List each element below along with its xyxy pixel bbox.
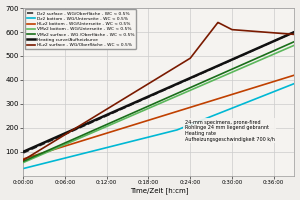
Heating curve/Aufheizkurve — [285, 34, 288, 37]
Dz2 bottom - WG/Unterseite - WC < 0.5% — [21, 167, 25, 170]
VMz2 surface - WG /Oberfläche - WC < 0.5% — [35, 154, 39, 156]
HLz2 surface - WG/Oberfläche - WC < 0.5% — [146, 83, 150, 85]
HLz2 surface - WG/Oberfläche - WC < 0.5% — [153, 79, 157, 81]
VMz2 surface - WG /Oberfläche - WC < 0.5% — [146, 105, 150, 108]
VMz2 bottom - WG/Unterseite - WC < 0.5% — [153, 104, 157, 107]
HLz2 surface - WG/Oberfläche - WC < 0.5% — [235, 29, 239, 31]
Dz2 surface - WG/Oberfläche - WC < 0.5% — [292, 31, 296, 33]
Heating curve/Aufheizkurve — [235, 56, 238, 59]
HLz2 surface - WG/Oberfläche - WC < 0.5% — [21, 159, 25, 161]
Line: VMz2 surface - WG /Oberfläche - WC < 0.5%: VMz2 surface - WG /Oberfläche - WC < 0.5… — [23, 42, 294, 161]
HLz2 surface - WG/Oberfläche - WC < 0.5% — [292, 33, 296, 36]
HLz2 bottom - WG/Unterseite - WC < 0.5% — [146, 119, 150, 122]
HLz2 surface - WG/Oberfläche - WC < 0.5% — [216, 21, 220, 24]
Line: Heating curve/Aufheizkurve: Heating curve/Aufheizkurve — [23, 32, 294, 152]
VMz2 surface - WG /Oberfläche - WC < 0.5% — [292, 40, 296, 43]
Line: HLz2 surface - WG/Oberfläche - WC < 0.5%: HLz2 surface - WG/Oberfläche - WC < 0.5% — [23, 22, 294, 160]
Dz2 surface - WG/Oberfläche - WC < 0.5% — [21, 152, 25, 154]
Heating curve/Aufheizkurve — [21, 151, 25, 153]
Heating curve/Aufheizkurve — [146, 96, 150, 98]
VMz2 bottom - WG/Unterseite - WC < 0.5% — [35, 155, 39, 158]
VMz2 surface - WG /Oberfläche - WC < 0.5% — [285, 44, 288, 46]
Dz2 surface - WG/Oberfläche - WC < 0.5% — [153, 93, 157, 95]
Dz2 bottom - WG/Unterseite - WC < 0.5% — [292, 82, 296, 85]
Heating curve/Aufheizkurve — [292, 31, 296, 33]
HLz2 bottom - WG/Unterseite - WC < 0.5% — [285, 76, 288, 79]
HLz2 surface - WG/Oberfläche - WC < 0.5% — [285, 33, 288, 35]
VMz2 bottom - WG/Unterseite - WC < 0.5% — [21, 161, 25, 164]
VMz2 surface - WG /Oberfläche - WC < 0.5% — [285, 44, 288, 46]
HLz2 bottom - WG/Unterseite - WC < 0.5% — [292, 74, 296, 76]
Line: VMz2 bottom - WG/Unterseite - WC < 0.5%: VMz2 bottom - WG/Unterseite - WC < 0.5% — [23, 45, 294, 163]
Dz2 bottom - WG/Unterseite - WC < 0.5% — [153, 134, 157, 137]
VMz2 surface - WG /Oberfläche - WC < 0.5% — [235, 66, 238, 68]
Legend: Dz2 surface - WG/Oberfläche - WC < 0.5%, Dz2 bottom - WG/Unterseite - WC < 0.5%,: Dz2 surface - WG/Oberfläche - WC < 0.5%,… — [25, 9, 136, 49]
HLz2 bottom - WG/Unterseite - WC < 0.5% — [21, 158, 25, 160]
VMz2 bottom - WG/Unterseite - WC < 0.5% — [292, 44, 296, 46]
VMz2 bottom - WG/Unterseite - WC < 0.5% — [235, 69, 238, 71]
Dz2 surface - WG/Oberfläche - WC < 0.5% — [285, 34, 288, 37]
Dz2 bottom - WG/Unterseite - WC < 0.5% — [146, 136, 150, 139]
HLz2 surface - WG/Oberfläche - WC < 0.5% — [285, 33, 289, 35]
VMz2 surface - WG /Oberfläche - WC < 0.5% — [21, 160, 25, 163]
Dz2 bottom - WG/Unterseite - WC < 0.5% — [235, 105, 238, 108]
VMz2 bottom - WG/Unterseite - WC < 0.5% — [285, 47, 288, 50]
Heating curve/Aufheizkurve — [153, 92, 157, 95]
Dz2 surface - WG/Oberfläche - WC < 0.5% — [146, 96, 150, 99]
X-axis label: Time/Zeit [h:cm]: Time/Zeit [h:cm] — [130, 188, 188, 194]
Dz2 bottom - WG/Unterseite - WC < 0.5% — [285, 85, 288, 88]
Text: 24-mm specimens, prone-fired
Rohlinge 24 mm liegend gebrannt
Heating rate
Aufhei: 24-mm specimens, prone-fired Rohlinge 24… — [184, 120, 274, 142]
Dz2 bottom - WG/Unterseite - WC < 0.5% — [35, 164, 39, 166]
VMz2 bottom - WG/Unterseite - WC < 0.5% — [146, 107, 150, 110]
HLz2 bottom - WG/Unterseite - WC < 0.5% — [153, 117, 157, 119]
Line: Dz2 surface - WG/Oberfläche - WC < 0.5%: Dz2 surface - WG/Oberfläche - WC < 0.5% — [23, 32, 294, 153]
Line: HLz2 bottom - WG/Unterseite - WC < 0.5%: HLz2 bottom - WG/Unterseite - WC < 0.5% — [23, 75, 294, 159]
HLz2 bottom - WG/Unterseite - WC < 0.5% — [235, 92, 238, 94]
HLz2 surface - WG/Oberfläche - WC < 0.5% — [35, 151, 39, 153]
Dz2 surface - WG/Oberfläche - WC < 0.5% — [35, 146, 39, 148]
Dz2 bottom - WG/Unterseite - WC < 0.5% — [285, 85, 288, 88]
Heating curve/Aufheizkurve — [285, 34, 288, 37]
Line: Dz2 bottom - WG/Unterseite - WC < 0.5%: Dz2 bottom - WG/Unterseite - WC < 0.5% — [23, 84, 294, 169]
VMz2 surface - WG /Oberfläche - WC < 0.5% — [153, 102, 157, 104]
HLz2 bottom - WG/Unterseite - WC < 0.5% — [35, 154, 39, 156]
HLz2 bottom - WG/Unterseite - WC < 0.5% — [285, 76, 288, 79]
VMz2 bottom - WG/Unterseite - WC < 0.5% — [285, 47, 288, 50]
Dz2 surface - WG/Oberfläche - WC < 0.5% — [235, 57, 238, 59]
Heating curve/Aufheizkurve — [35, 144, 39, 147]
Dz2 surface - WG/Oberfläche - WC < 0.5% — [285, 34, 288, 37]
